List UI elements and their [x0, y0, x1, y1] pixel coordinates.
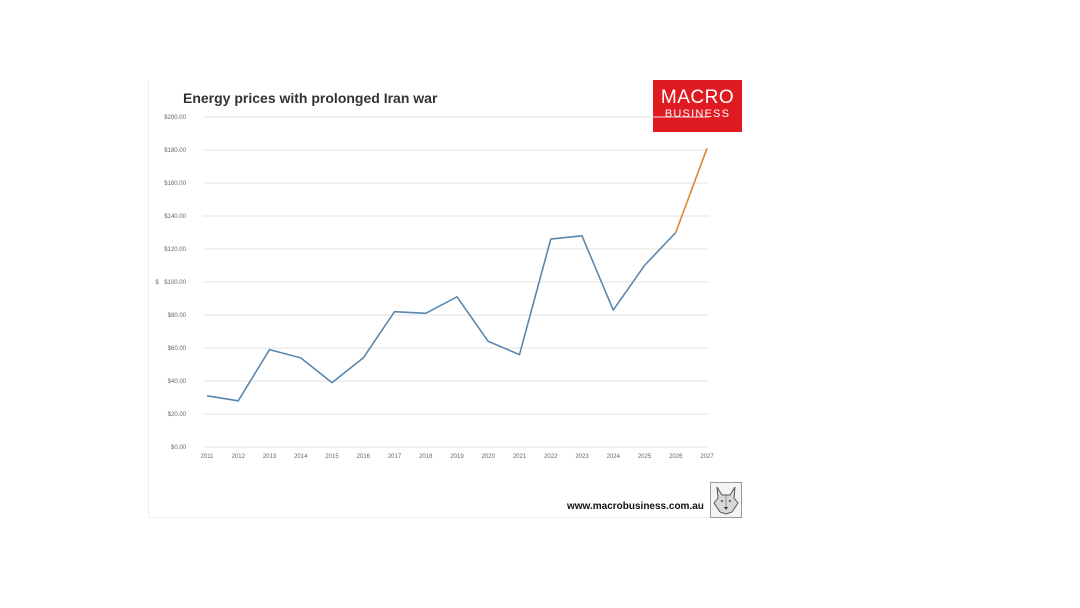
- x-tick-label: 2014: [294, 454, 308, 460]
- wolf-icon: [710, 482, 742, 518]
- y-tick-label: $200.00: [164, 115, 186, 121]
- y-tick-label: $120.00: [164, 247, 186, 253]
- x-tick-label: 2012: [232, 454, 246, 460]
- x-tick-label: 2021: [513, 454, 527, 460]
- x-tick-label: 2024: [607, 454, 621, 460]
- x-tick-label: 2018: [419, 454, 433, 460]
- x-tick-label: 2016: [357, 454, 371, 460]
- y-tick-label: $40.00: [168, 379, 187, 385]
- y-tick-label: $100.00: [164, 280, 186, 286]
- series-line-historical: [206, 231, 677, 402]
- y-tick-label: $20.00: [168, 412, 187, 418]
- y-tick-label: $60.00: [168, 346, 187, 352]
- macro-business-logo: MACRO BUSINESS: [653, 80, 742, 132]
- x-tick-label: 2013: [263, 454, 277, 460]
- y-tick-label: $140.00: [164, 214, 186, 220]
- x-tick-label: 2022: [544, 454, 558, 460]
- x-tick-label: 2023: [575, 454, 589, 460]
- x-tick-label: 2027: [700, 454, 714, 460]
- chart-title: Energy prices with prolonged Iran war: [183, 90, 438, 106]
- chart-panel: Energy prices with prolonged Iran war MA…: [148, 80, 742, 518]
- x-tick-label: 2019: [450, 454, 464, 460]
- y-axis-label: $: [155, 280, 159, 286]
- wolf-icon-drawing: [713, 486, 739, 515]
- series-line-projection: [675, 148, 708, 233]
- y-tick-label: $160.00: [164, 181, 186, 187]
- x-tick-label: 2020: [482, 454, 496, 460]
- y-tick-label: $80.00: [168, 313, 187, 319]
- x-tick-label: 2025: [638, 454, 652, 460]
- x-tick-label: 2011: [201, 454, 215, 460]
- x-tick-label: 2026: [669, 454, 683, 460]
- line-chart: $0.00 $20.00 $40.00 $60.00 $80.00 $100.00 $120…: [155, 115, 714, 460]
- y-tick-label: $180.00: [164, 148, 186, 154]
- y-tick-label: $0.00: [171, 445, 187, 451]
- website-url: www.macrobusiness.com.au: [567, 501, 704, 512]
- x-tick-label: 2017: [388, 454, 402, 460]
- x-tick-label: 2015: [325, 454, 339, 460]
- brand-line-1: MACRO: [660, 87, 735, 108]
